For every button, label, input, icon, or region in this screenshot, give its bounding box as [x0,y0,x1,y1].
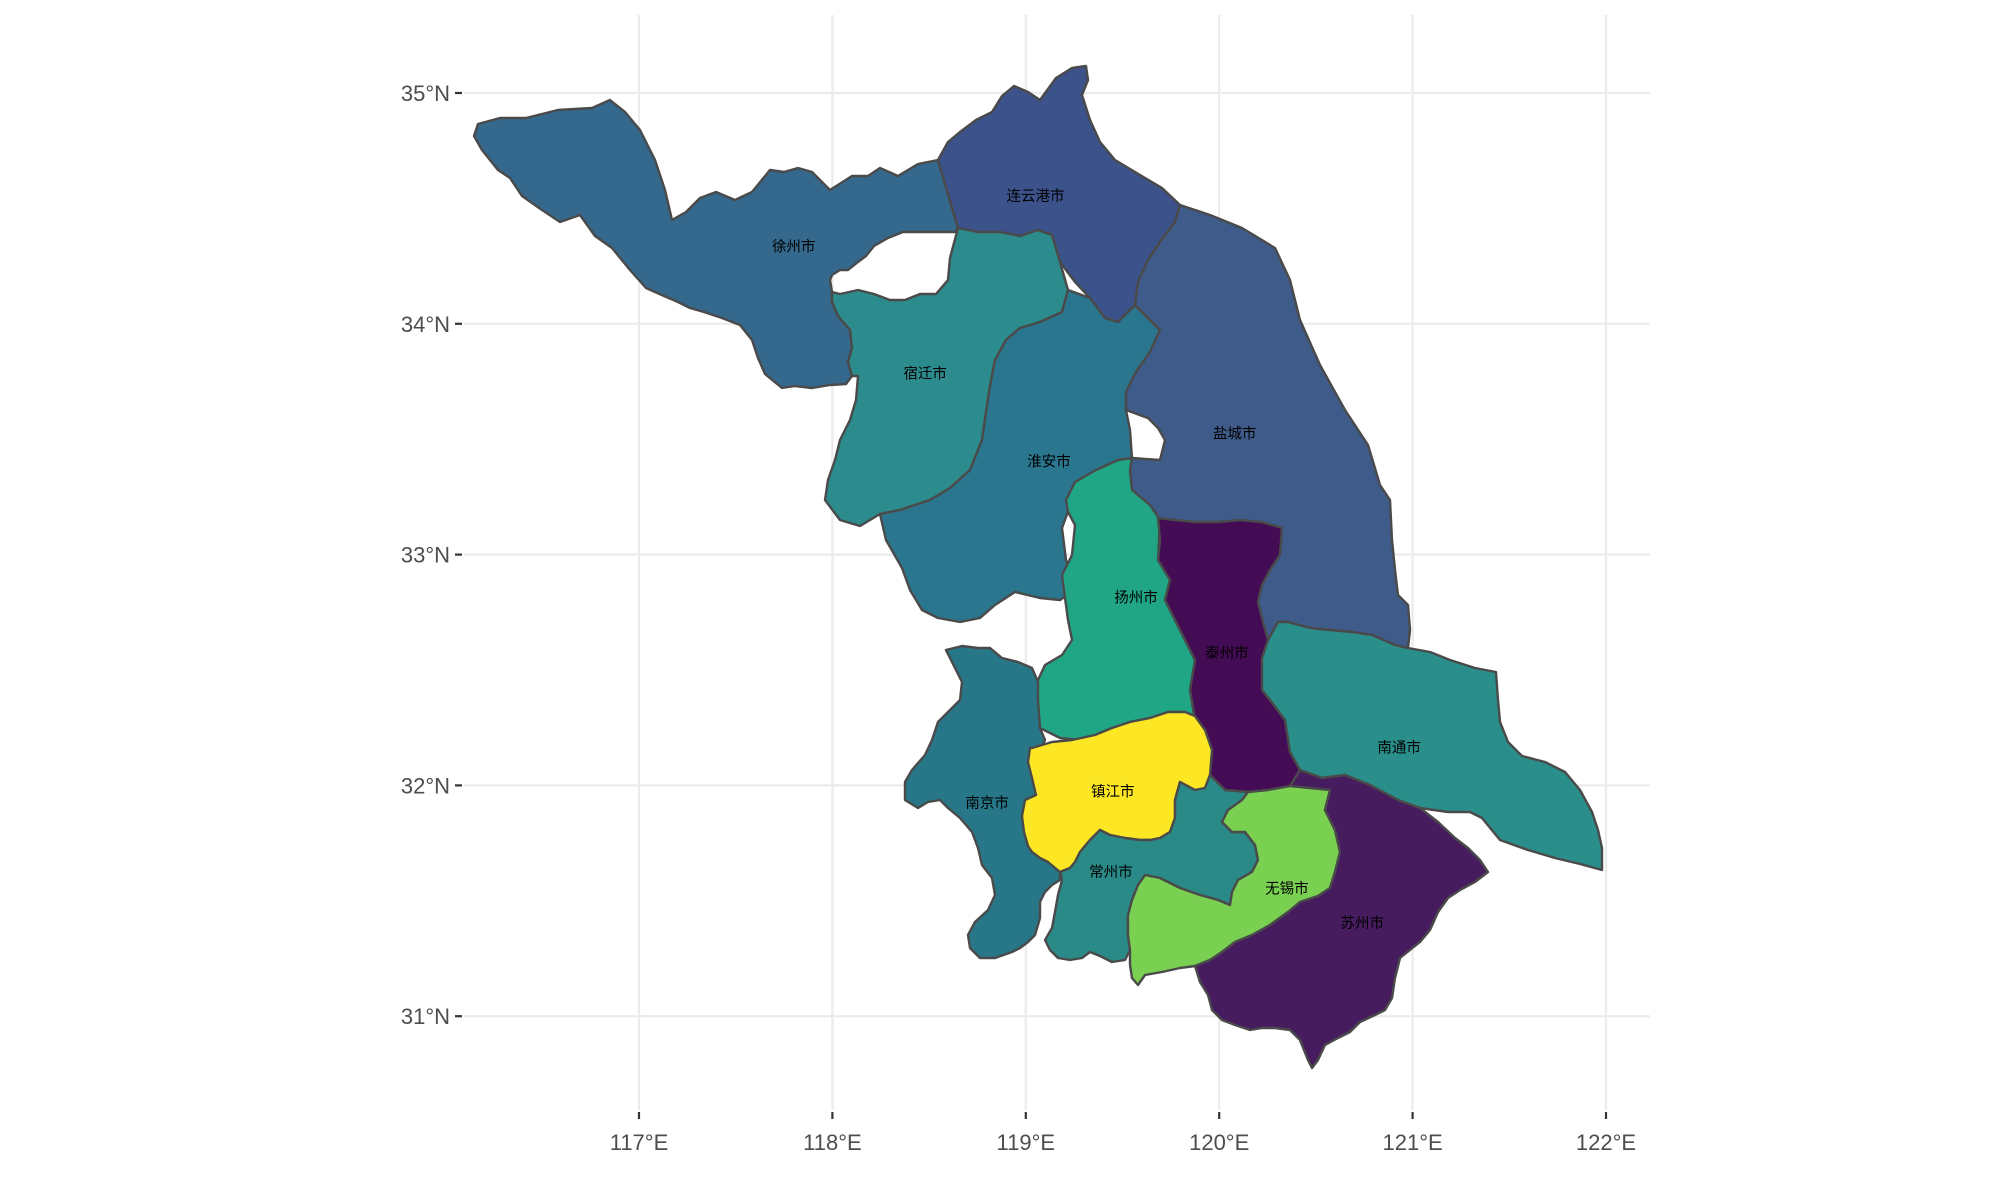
lon-tick-label: 118°E [803,1130,862,1155]
region-label: 常州市 [1089,864,1133,881]
region-label: 南通市 [1377,740,1421,757]
region-label: 连云港市 [1007,188,1065,205]
region-labels: 徐州市 连云港市 宿迁市 淮安市 盐城市 扬州市 泰州市 南通市 南京市 镇江市… [772,188,1421,932]
region-label: 淮安市 [1027,453,1071,470]
lat-tick-label: 33°N [401,543,450,568]
region-label: 扬州市 [1114,590,1158,607]
region-label: 泰州市 [1205,645,1249,662]
city-regions [472,64,1604,1070]
region-label: 无锡市 [1265,880,1309,897]
map-axes: 35°N 34°N 33°N 32°N 31°N 117°E 118°E 119°E 120°E… [401,81,1636,1155]
lon-tick-label: 122°E [1576,1130,1636,1155]
region-label: 苏州市 [1341,915,1385,932]
lat-tick-label: 34°N [401,312,450,337]
region-label: 宿迁市 [903,366,947,383]
lat-tick-label: 31°N [401,1004,450,1029]
lon-tick-label: 117°E [610,1130,669,1155]
region-label: 南京市 [965,795,1009,812]
region-label: 镇江市 [1091,783,1135,800]
lon-tick-label: 120°E [1189,1130,1249,1155]
lat-tick-label: 32°N [401,773,450,798]
lat-tick-label: 35°N [401,81,450,106]
region-nanjing [903,644,1062,960]
region-suzhou [1193,768,1490,1070]
lon-tick-label: 121°E [1383,1130,1443,1155]
region-label: 徐州市 [772,239,816,256]
lon-tick-label: 119°E [997,1130,1056,1155]
region-label: 盐城市 [1213,426,1257,443]
